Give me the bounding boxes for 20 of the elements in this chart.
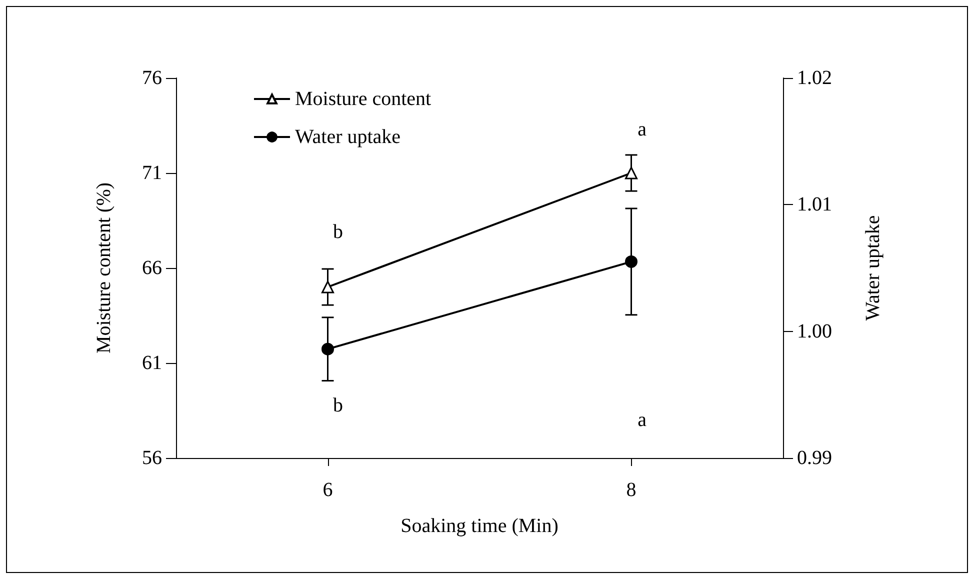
legend-label: Water uptake — [295, 126, 401, 148]
y-axis-title: Moisture content (%) — [93, 182, 115, 354]
y2-axis-title: Water uptake — [862, 215, 884, 321]
annotation: a — [638, 118, 647, 140]
y-tick-label: 61 — [142, 352, 162, 374]
y2-tick-label: 1.00 — [797, 320, 832, 342]
annotation: b — [333, 394, 343, 417]
legend-label: Moisture content — [295, 88, 432, 110]
y2-tick-label: 1.01 — [797, 194, 832, 216]
x-tick-label: 6 — [322, 479, 333, 501]
y-tick-label: 76 — [142, 67, 162, 89]
y2-tick-label: 1.02 — [797, 67, 832, 89]
x-axis-title: Soaking time (Min) — [400, 515, 558, 537]
y-tick-label: 71 — [142, 162, 162, 184]
annotation: a — [638, 409, 647, 431]
y-tick-label: 66 — [142, 257, 162, 279]
x-tick-label: 8 — [626, 479, 636, 501]
y2-tick-label: 0.99 — [797, 447, 832, 469]
annotation: b — [333, 220, 343, 243]
y-tick-label: 56 — [142, 447, 162, 469]
